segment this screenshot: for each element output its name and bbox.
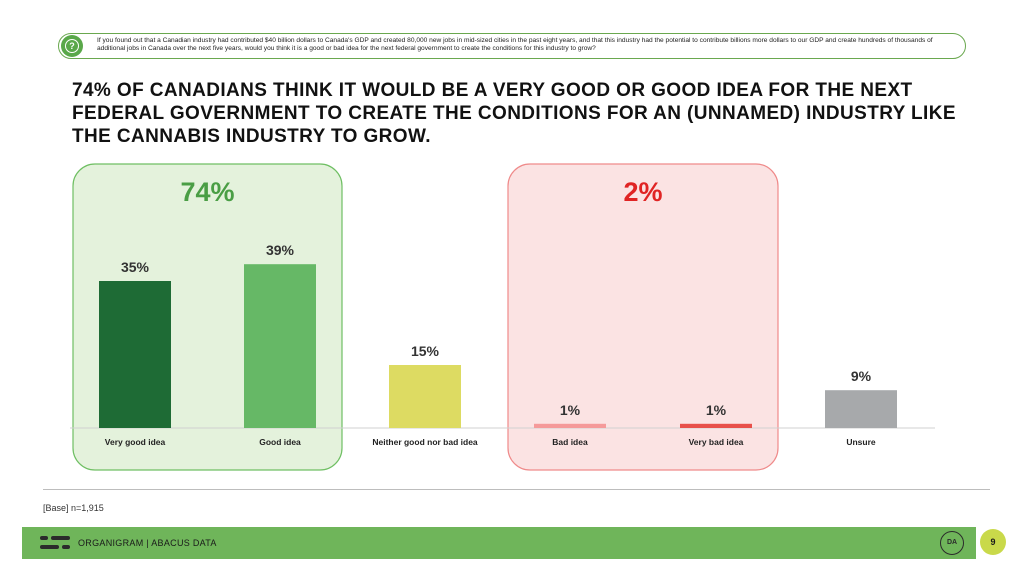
bar-value-label-0: 35% <box>121 259 150 275</box>
bar-0 <box>99 281 171 428</box>
category-label-4: Very bad idea <box>689 437 744 447</box>
bar-chart: 74% 2% 35% Very good idea 39% Good idea 15% Nei… <box>70 163 935 471</box>
category-label-5: Unsure <box>846 437 876 447</box>
category-label-1: Good idea <box>259 437 301 447</box>
group-total-0: 74% <box>180 177 234 207</box>
bar-5 <box>825 390 897 428</box>
bar-3 <box>534 423 606 428</box>
organigram-logo-icon <box>40 536 70 552</box>
bar-4 <box>680 423 752 428</box>
question-icon: ? <box>61 35 83 57</box>
abacus-badge-icon: DA <box>940 531 964 555</box>
bar-value-label-2: 15% <box>411 343 440 359</box>
group-box-1 <box>507 163 779 471</box>
bar-value-label-3: 1% <box>560 402 581 418</box>
bar-2 <box>389 365 461 428</box>
bar-1 <box>244 264 316 428</box>
category-label-0: Very good idea <box>105 437 166 447</box>
page-number: 9 <box>980 529 1006 555</box>
base-note: [Base] n=1,915 <box>43 503 104 513</box>
question-banner: ? If you found out that a Canadian indus… <box>58 33 966 59</box>
divider <box>43 489 990 490</box>
group-total-1: 2% <box>623 177 662 207</box>
question-text: If you found out that a Canadian industr… <box>97 37 933 52</box>
footer-brand: ORGANIGRAM | ABACUS DATA <box>78 538 217 548</box>
footer-bar: ORGANIGRAM | ABACUS DATA DA <box>22 527 976 559</box>
bar-value-label-5: 9% <box>851 368 872 384</box>
category-label-2: Neither good nor bad idea <box>372 437 478 447</box>
bar-value-label-4: 1% <box>706 402 727 418</box>
page-title: 74% OF CANADIANS THINK IT WOULD BE A VER… <box>72 80 956 147</box>
bar-value-label-1: 39% <box>266 242 295 258</box>
category-label-3: Bad idea <box>552 437 588 447</box>
